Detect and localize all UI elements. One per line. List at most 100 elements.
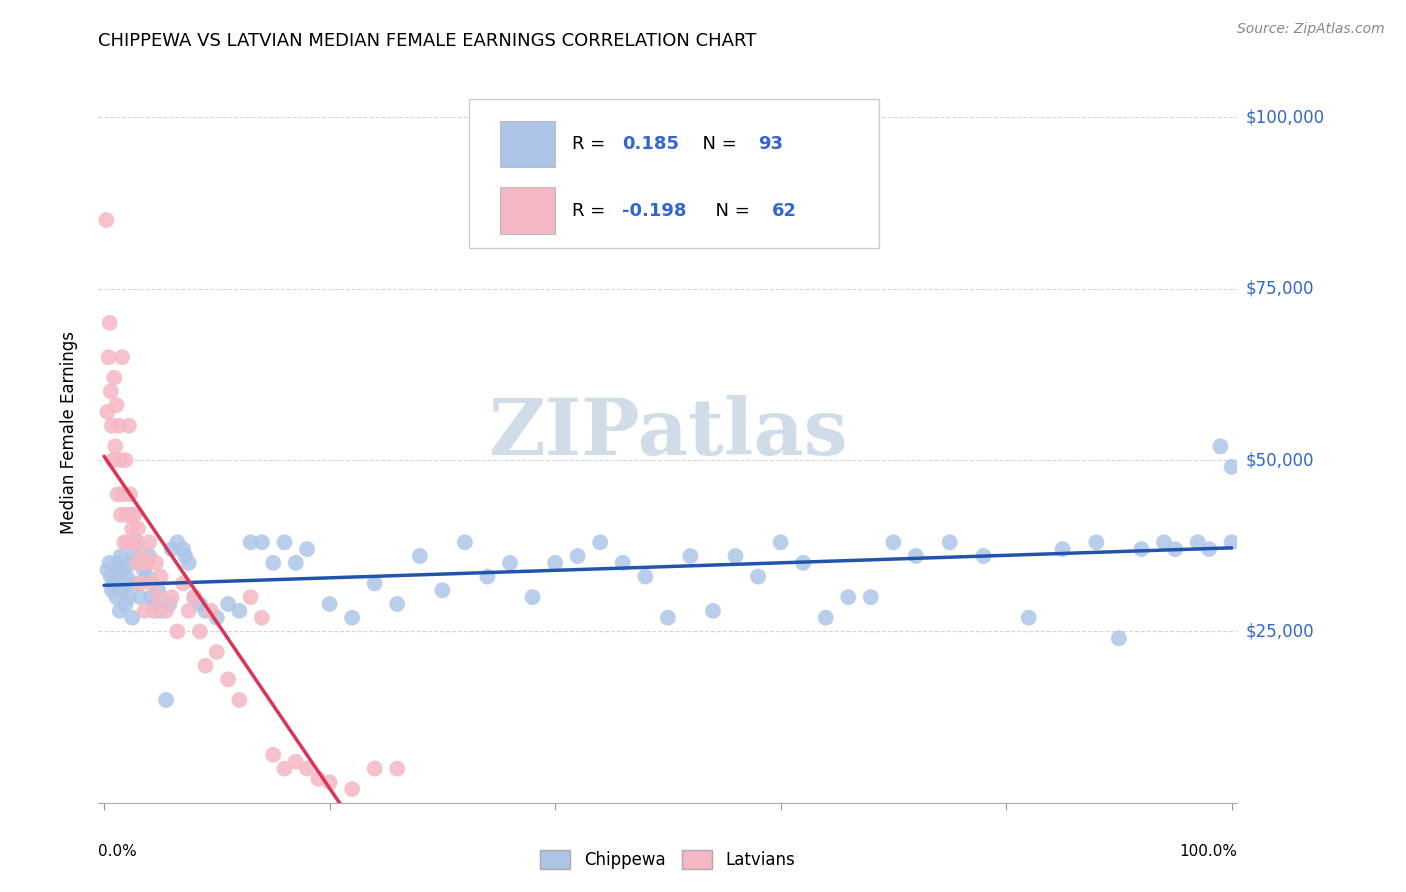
Point	[122, 549, 145, 563]
Text: 0.185: 0.185	[623, 136, 679, 153]
Point	[522, 590, 544, 604]
Point	[499, 556, 522, 570]
Point	[115, 569, 138, 583]
Point	[159, 597, 181, 611]
Point	[107, 563, 129, 577]
Point	[107, 487, 129, 501]
Point	[115, 508, 138, 522]
Point	[135, 569, 157, 583]
Point	[1220, 535, 1243, 549]
Point	[250, 610, 273, 624]
Point	[143, 597, 166, 611]
Point	[814, 610, 837, 624]
Point	[160, 590, 183, 604]
Point	[859, 590, 882, 604]
Point	[228, 604, 250, 618]
Legend: Chippewa, Latvians: Chippewa, Latvians	[534, 843, 801, 876]
Point	[205, 645, 228, 659]
Point	[142, 604, 165, 618]
Point	[107, 418, 129, 433]
Point	[904, 549, 927, 563]
Point	[141, 590, 163, 604]
Point	[112, 535, 135, 549]
Point	[155, 693, 177, 707]
Text: Source: ZipAtlas.com: Source: ZipAtlas.com	[1237, 22, 1385, 37]
Point	[702, 604, 724, 618]
Text: $50,000: $50,000	[1246, 451, 1315, 469]
Point	[127, 535, 149, 549]
Point	[114, 453, 136, 467]
Point	[101, 576, 124, 591]
Point	[96, 405, 118, 419]
Point	[117, 535, 139, 549]
Point	[1085, 535, 1108, 549]
Point	[132, 563, 155, 577]
Point	[148, 583, 170, 598]
Point	[273, 762, 295, 776]
FancyBboxPatch shape	[501, 187, 555, 234]
Point	[100, 569, 122, 583]
Point	[177, 604, 200, 618]
Point	[307, 772, 329, 786]
Point	[792, 556, 814, 570]
Point	[217, 673, 239, 687]
Point	[363, 762, 385, 776]
Point	[657, 610, 679, 624]
Point	[124, 576, 146, 591]
Point	[250, 535, 273, 549]
Text: -0.198: -0.198	[623, 202, 686, 219]
Point	[111, 583, 134, 598]
Point	[148, 590, 170, 604]
Point	[127, 522, 149, 536]
Point	[409, 549, 432, 563]
Text: ZIPatlas: ZIPatlas	[488, 394, 848, 471]
Point	[239, 535, 262, 549]
Point	[612, 556, 634, 570]
Point	[101, 418, 124, 433]
Text: CHIPPEWA VS LATVIAN MEDIAN FEMALE EARNINGS CORRELATION CHART: CHIPPEWA VS LATVIAN MEDIAN FEMALE EARNIN…	[98, 32, 756, 50]
Point	[589, 535, 612, 549]
Point	[138, 535, 160, 549]
Text: $25,000: $25,000	[1246, 623, 1315, 640]
Point	[103, 371, 125, 385]
Point	[112, 576, 135, 591]
Point	[141, 576, 163, 591]
Point	[882, 535, 904, 549]
Point	[118, 487, 141, 501]
Point	[1220, 459, 1243, 474]
Point	[110, 508, 132, 522]
Point	[111, 350, 134, 364]
Point	[318, 597, 340, 611]
Point	[477, 569, 499, 583]
Point	[145, 556, 167, 570]
Point	[340, 782, 363, 797]
Point	[105, 590, 128, 604]
Point	[98, 556, 121, 570]
Point	[120, 508, 142, 522]
Text: R =: R =	[572, 202, 612, 219]
Point	[166, 535, 188, 549]
Point	[118, 418, 141, 433]
Point	[124, 535, 146, 549]
Point	[120, 556, 142, 570]
Point	[104, 569, 127, 583]
Point	[124, 508, 146, 522]
Point	[1187, 535, 1209, 549]
Point	[205, 610, 228, 624]
Y-axis label: Median Female Earnings: Median Female Earnings	[59, 331, 77, 534]
Point	[101, 583, 124, 598]
Point	[1153, 535, 1175, 549]
Point	[217, 597, 239, 611]
Point	[387, 762, 409, 776]
Point	[104, 439, 127, 453]
Point	[1108, 632, 1130, 646]
Point	[107, 556, 129, 570]
Point	[295, 542, 318, 557]
Text: 100.0%: 100.0%	[1180, 844, 1237, 858]
Point	[188, 597, 211, 611]
Point	[1164, 542, 1187, 557]
Point	[112, 563, 135, 577]
Point	[1198, 542, 1220, 557]
Point	[228, 693, 250, 707]
Point	[1052, 542, 1074, 557]
